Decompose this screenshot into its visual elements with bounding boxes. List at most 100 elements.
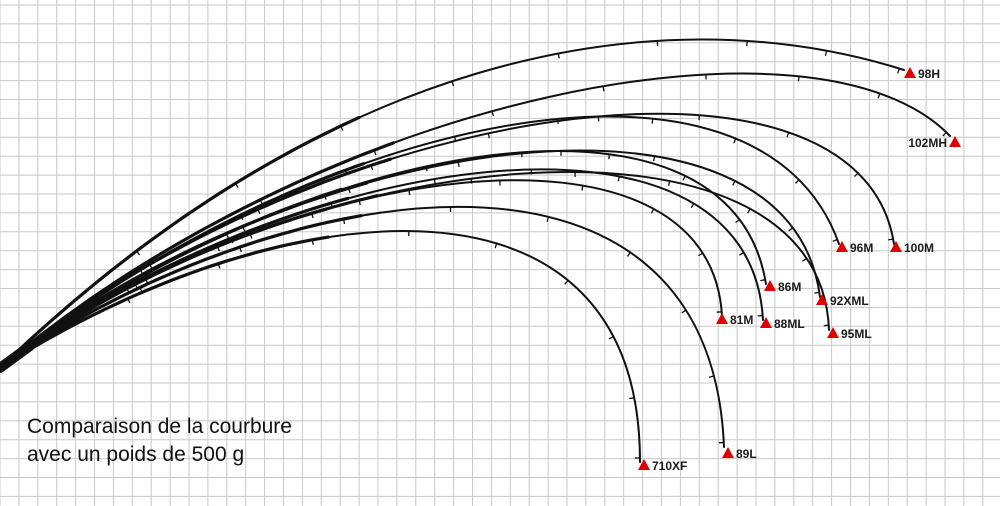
rod-guide <box>650 208 655 214</box>
tip-marker-100M: 100M <box>890 241 934 255</box>
marker-triangle <box>949 136 961 147</box>
rod-guide <box>795 179 800 184</box>
rod-blank-thick <box>0 194 380 370</box>
rod-curve-102MH <box>0 72 951 369</box>
rod-guide <box>797 76 800 82</box>
rod-guide <box>217 263 221 269</box>
rod-guide <box>747 208 751 214</box>
tip-marker-89L: 89L <box>722 447 757 461</box>
tip-marker-81M: 81M <box>716 313 753 327</box>
rod-guide <box>234 182 239 188</box>
rod-guide <box>651 118 654 124</box>
rod-guide <box>877 93 881 99</box>
rod-guide <box>311 239 314 245</box>
rod-guide <box>786 132 790 138</box>
tip-marker-92XML: 92XML <box>816 294 869 308</box>
rod-curve-89L <box>0 205 725 448</box>
rod-guide <box>608 336 614 340</box>
rod-guide <box>546 216 550 222</box>
rod-guide <box>824 50 828 56</box>
rod-guide <box>358 200 361 206</box>
rod-guide <box>491 111 495 117</box>
rod-blank-thick <box>0 181 369 370</box>
rod-guide <box>814 291 820 294</box>
tip-marker-98H: 98H <box>904 67 940 81</box>
rod-guide <box>457 161 460 168</box>
rod-guide <box>854 172 859 178</box>
rod-guide <box>708 375 715 378</box>
tip-label-95ML: 95ML <box>841 327 872 341</box>
marker-triangle <box>716 313 728 324</box>
rod-guide <box>127 298 131 304</box>
rod-guide <box>257 209 261 215</box>
rod-guide <box>732 180 736 186</box>
rod-guide <box>602 86 605 92</box>
tip-label-98H: 98H <box>918 67 940 81</box>
tip-marker-86M: 86M <box>764 280 801 294</box>
tip-label-710XF: 710XF <box>652 459 687 473</box>
rod-guide <box>667 180 671 187</box>
rod-guide <box>581 185 584 191</box>
rod-guide <box>433 178 436 185</box>
marker-triangle <box>890 241 902 252</box>
rod-guide <box>788 227 794 232</box>
rod-guide <box>342 218 346 225</box>
tip-marker-95ML: 95ML <box>827 327 872 341</box>
rod-guide <box>239 246 242 253</box>
rod-guide <box>425 166 428 172</box>
tip-label-88ML: 88ML <box>774 317 805 331</box>
marker-triangle <box>722 447 734 458</box>
rod-guide <box>735 219 740 224</box>
rod-guide <box>348 188 351 194</box>
rod-guide <box>629 397 635 400</box>
tip-label-89L: 89L <box>736 447 757 461</box>
rod-guide <box>733 138 737 144</box>
rod-guide <box>408 190 411 196</box>
rod-guide <box>494 243 498 249</box>
marker-triangle <box>760 317 772 328</box>
rod-blank-thick <box>0 235 330 370</box>
rod-guide <box>135 250 141 256</box>
rod-guide <box>681 309 687 314</box>
rod-guide <box>373 149 377 156</box>
rod-curves <box>0 38 951 463</box>
rod-guide <box>760 279 766 282</box>
rod-guide <box>340 125 344 131</box>
rod-guide <box>370 165 374 171</box>
rod-guide <box>487 133 490 139</box>
caption-line-2: avec un poids de 500 g <box>27 443 245 466</box>
tip-marker-88ML: 88ML <box>760 317 805 331</box>
rod-guide <box>626 252 631 257</box>
rod-guide <box>242 226 246 232</box>
rod-guide <box>653 155 656 162</box>
rod-guide <box>942 131 947 137</box>
rod-guide <box>608 154 611 160</box>
rod-curve-100M <box>0 112 895 369</box>
rod-guide <box>451 81 455 87</box>
tip-marker-96M: 96M <box>836 241 873 255</box>
tip-label-100M: 100M <box>904 241 934 255</box>
caption-line-1: Comparaison de la courbure <box>27 415 292 438</box>
rod-guide <box>888 238 894 241</box>
tip-label-86M: 86M <box>778 280 801 294</box>
rod-guide <box>470 178 473 184</box>
tip-label-81M: 81M <box>730 313 753 327</box>
caption: Comparaison de la courbure avec un poids… <box>27 413 387 469</box>
marker-triangle <box>827 327 839 338</box>
marker-triangle <box>638 459 650 470</box>
rod-blank-thick <box>0 157 392 370</box>
rod-blank-thick <box>0 214 363 370</box>
tip-label-96M: 96M <box>850 241 873 255</box>
rod-guide <box>690 203 695 209</box>
rod-butt <box>0 341 35 373</box>
rod-guide <box>557 53 560 59</box>
rod-guide <box>564 279 569 285</box>
tip-label-92XML: 92XML <box>830 294 869 308</box>
rod-curve-98H <box>0 38 905 369</box>
marker-triangle <box>816 294 828 305</box>
marker-triangle <box>836 241 848 252</box>
tip-label-102MH: 102MH <box>908 136 947 150</box>
